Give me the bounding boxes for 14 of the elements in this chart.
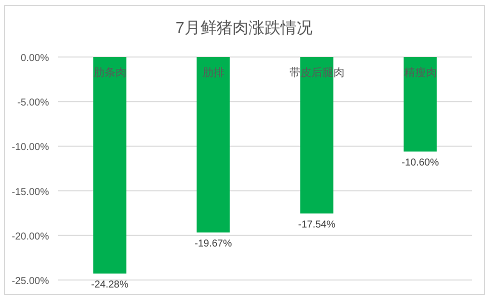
y-tick-label: -20.00% [12,231,50,242]
y-tick-label: -15.00% [12,186,50,198]
data-label: -19.67% [194,238,232,250]
x-tick-label: 肋排 [202,67,224,79]
data-label: -17.54% [298,219,336,230]
data-label: -10.60% [402,158,439,169]
y-tick-label: -5.00% [17,98,50,109]
chart-title: 7月鲜猪肉涨跌情况 [176,19,312,37]
y-tick-label: -10.00% [12,142,50,154]
x-tick-label: 精瘦肉 [404,66,437,79]
y-tick-label: -25.00% [12,276,50,287]
x-tick-label: 肋条肉 [93,67,126,79]
y-tick-label: 0.00% [20,53,50,64]
data-label: -24.28% [91,280,128,291]
